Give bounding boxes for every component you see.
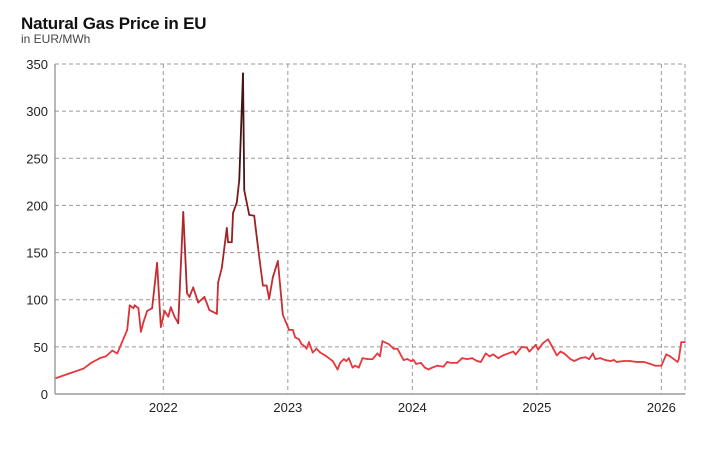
line-segment	[357, 357, 364, 369]
y-tick-label: 350	[26, 57, 48, 72]
line-segment	[159, 310, 166, 328]
line-segment	[230, 212, 234, 244]
line-segment	[167, 306, 172, 318]
line-segment	[192, 286, 200, 304]
line-segment	[629, 360, 638, 363]
line-segment	[387, 343, 395, 350]
line-segment	[396, 347, 405, 361]
line-segment	[98, 355, 107, 360]
line-segment	[257, 246, 264, 287]
x-tick-label: 2023	[273, 400, 302, 415]
line-segment	[528, 344, 537, 353]
line-segment	[217, 266, 223, 284]
line-segment	[436, 364, 445, 368]
line-segment	[169, 306, 176, 318]
line-segment	[271, 260, 279, 278]
line-segment	[660, 353, 668, 367]
y-axis-ticks: 0 50 100 150 200 250 300 350	[26, 57, 48, 402]
line-segment	[225, 227, 229, 244]
y-tick-label: 300	[26, 104, 48, 119]
line-segment	[497, 354, 505, 360]
line-segment	[542, 338, 549, 344]
y-tick-label: 200	[26, 198, 48, 213]
line-segment	[111, 349, 119, 355]
line-segment	[471, 357, 478, 362]
line-segment	[242, 72, 246, 192]
line-segment	[492, 353, 500, 360]
line-segment	[643, 361, 652, 365]
line-segment	[479, 352, 487, 363]
line-segment	[371, 352, 379, 361]
x-tick-label: 2025	[522, 400, 551, 415]
line-segment	[442, 361, 449, 368]
line-segment	[537, 342, 544, 351]
line-segment	[203, 295, 211, 311]
x-tick-label: 2026	[647, 400, 676, 415]
line-segment	[331, 360, 339, 371]
line-segment	[69, 367, 85, 375]
line-segment	[55, 372, 71, 379]
line-segment	[188, 286, 195, 298]
line-segment	[347, 357, 354, 369]
line-segment	[268, 276, 274, 300]
price-line	[55, 72, 686, 379]
y-tick-label: 150	[26, 246, 48, 261]
line-segment	[197, 295, 206, 304]
line-segment	[232, 201, 238, 214]
line-segment	[547, 338, 553, 347]
line-segment	[156, 262, 162, 328]
line-segment	[591, 352, 597, 361]
line-segment	[325, 355, 334, 362]
line-segment	[379, 340, 384, 358]
line-segment	[563, 352, 572, 361]
line-segment	[281, 313, 290, 331]
y-tick-label: 100	[26, 293, 48, 308]
line-segment	[142, 310, 149, 324]
chart-title: Natural Gas Price in EU	[21, 14, 207, 33]
line-segment	[573, 357, 582, 362]
line-segment	[126, 304, 131, 331]
line-segment	[137, 307, 142, 333]
y-tick-label: 50	[34, 340, 48, 355]
line-segment	[677, 341, 683, 361]
line-segment	[208, 309, 218, 315]
line-segment	[291, 328, 297, 339]
line-segment	[253, 214, 259, 248]
x-axis-ticks: 2022 2023 2024 2025 2026	[149, 400, 676, 415]
line-segment	[420, 361, 426, 369]
line-segment	[82, 361, 93, 370]
line-segment	[336, 361, 342, 371]
line-segment	[243, 189, 251, 216]
line-segment	[308, 341, 314, 354]
line-segment	[669, 355, 679, 363]
line-segment	[146, 307, 154, 312]
line-segment	[276, 260, 284, 316]
line-segment	[456, 357, 464, 364]
line-segment	[588, 352, 594, 361]
y-tick-label: 250	[26, 151, 48, 166]
line-segment	[90, 357, 101, 364]
y-tick-label: 0	[41, 387, 48, 402]
line-segment	[105, 349, 114, 358]
line-segment	[177, 211, 185, 325]
line-segment	[182, 211, 188, 295]
line-segment	[215, 281, 220, 315]
x-tick-label: 2022	[149, 400, 178, 415]
line-segment	[514, 345, 523, 356]
x-tick-label: 2024	[398, 400, 427, 415]
line-segment	[319, 351, 328, 358]
line-segment	[381, 340, 390, 345]
line-segment	[116, 328, 129, 355]
line-segment	[151, 262, 158, 310]
line-segment	[220, 227, 228, 269]
line-segment	[615, 360, 625, 363]
grid	[54, 63, 686, 395]
chart-subtitle: in EUR/MWh	[21, 32, 91, 46]
line-segment	[140, 321, 145, 333]
line-segment	[550, 345, 558, 357]
line-segment	[235, 179, 241, 204]
